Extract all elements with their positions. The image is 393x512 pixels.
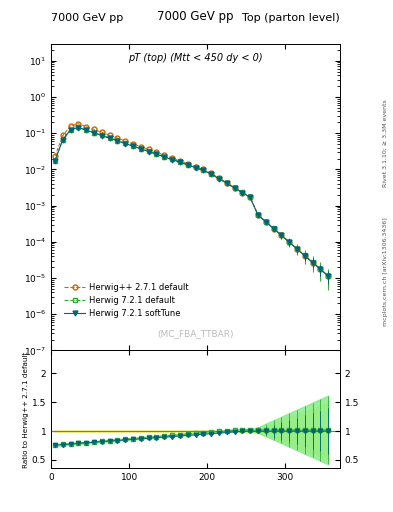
Text: 7000 GeV pp: 7000 GeV pp: [51, 13, 123, 23]
Text: Top (parton level): Top (parton level): [242, 13, 340, 23]
Y-axis label: Ratio to Herwig++ 2.7.1 default: Ratio to Herwig++ 2.7.1 default: [23, 351, 29, 467]
Text: pT (top) (Mtt < 450 dy < 0): pT (top) (Mtt < 450 dy < 0): [128, 53, 263, 63]
Text: 7000 GeV pp: 7000 GeV pp: [157, 10, 234, 23]
Legend: Herwig++ 2.7.1 default, Herwig 7.2.1 default, Herwig 7.2.1 softTune: Herwig++ 2.7.1 default, Herwig 7.2.1 def…: [61, 280, 192, 322]
Text: mcplots.cern.ch [arXiv:1306.3436]: mcplots.cern.ch [arXiv:1306.3436]: [383, 217, 387, 326]
Text: Rivet 3.1.10; ≥ 3.3M events: Rivet 3.1.10; ≥ 3.3M events: [383, 99, 387, 187]
Text: (MC_FBA_TTBAR): (MC_FBA_TTBAR): [157, 329, 234, 338]
